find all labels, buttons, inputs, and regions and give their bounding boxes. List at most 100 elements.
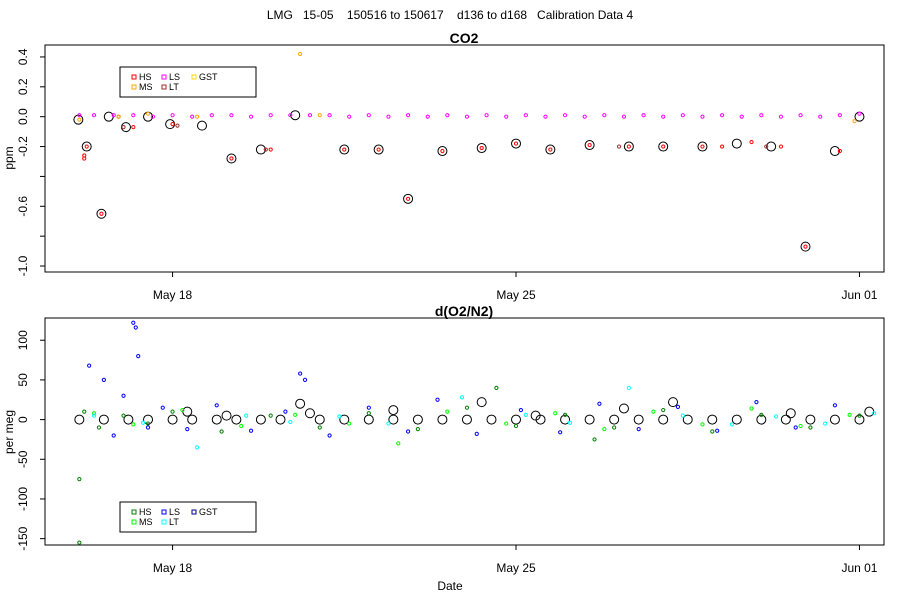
data-point [366, 405, 371, 410]
data-point [123, 414, 134, 425]
data-point [803, 244, 808, 249]
co2-panel: CO2 May 18 May 25 Jun 01 0.4 0.2 0.0 -0.2 -0.6 -… [2, 30, 885, 302]
y-tick-label: 0.2 [16, 78, 30, 95]
data-point [661, 407, 666, 413]
data-point [185, 427, 190, 432]
series-gst [73, 110, 865, 252]
y-tick-label: -0.2 [16, 136, 30, 157]
data-point [710, 429, 715, 434]
data-point [626, 385, 631, 390]
data-point [327, 433, 332, 438]
data-point [327, 113, 332, 118]
data-point [700, 144, 705, 149]
data-point [562, 113, 568, 118]
data-point [857, 413, 862, 418]
data-point [445, 409, 450, 414]
data-point [651, 409, 656, 414]
data-point [263, 147, 268, 152]
data-point [82, 156, 87, 161]
data-point [131, 125, 136, 130]
legend-label: MS [139, 82, 153, 92]
data-point [337, 414, 342, 419]
data-point [707, 414, 718, 425]
data-point [464, 405, 470, 410]
data-point [633, 414, 644, 425]
data-point [805, 414, 816, 425]
legend-label: GST [199, 72, 218, 82]
series-hs [77, 385, 862, 545]
x-tick-label: May 18 [153, 288, 193, 302]
data-point [700, 422, 705, 427]
data-point [103, 111, 114, 122]
data-point [120, 122, 131, 133]
data-point [437, 146, 448, 157]
data-point [145, 421, 151, 426]
data-point [197, 120, 208, 131]
y-tick-label: 100 [16, 330, 30, 350]
legend-marker [161, 84, 167, 90]
data-point [700, 114, 705, 119]
legend-marker [191, 509, 197, 515]
data-point [764, 144, 769, 149]
data-point [405, 196, 411, 201]
data-point [133, 325, 138, 330]
data-point [661, 144, 666, 149]
data-point [658, 141, 669, 152]
data-point [567, 420, 573, 425]
data-point [719, 113, 725, 118]
data-point [141, 420, 146, 425]
data-point [437, 414, 448, 425]
data-point [98, 414, 109, 425]
series-lt [91, 385, 877, 450]
data-point [440, 148, 445, 154]
legend-marker [161, 509, 167, 515]
data-point [283, 409, 288, 414]
data-point [187, 414, 198, 425]
data-point [77, 477, 82, 482]
data-point [785, 408, 796, 419]
data-point [121, 393, 126, 398]
data-point [543, 114, 548, 119]
data-point [145, 111, 151, 116]
data-point [479, 145, 484, 151]
data-point [211, 414, 222, 425]
data-point [494, 385, 499, 390]
data-point [131, 422, 136, 427]
y-tick-label: -50 [16, 450, 30, 468]
data-point [852, 119, 857, 124]
co2-axis-ticks: May 18 May 25 Jun 01 0.4 0.2 0.0 -0.2 -0.6 -1.0 [16, 48, 878, 302]
data-point [317, 425, 322, 430]
data-point [854, 111, 865, 122]
data-point [96, 425, 102, 430]
data-point [91, 413, 97, 418]
co2-panel-title: CO2 [450, 30, 479, 46]
data-point [641, 113, 646, 118]
data-point [558, 430, 563, 435]
o2n2-plot-frame [44, 317, 885, 546]
data-point [77, 117, 82, 122]
data-point [545, 144, 556, 155]
data-point [739, 114, 744, 119]
data-point [275, 414, 286, 425]
data-point [412, 414, 423, 425]
data-point [131, 320, 136, 325]
data-point [121, 125, 126, 130]
data-point [597, 401, 602, 406]
data-point [668, 397, 679, 408]
data-point [562, 412, 568, 417]
data-point [386, 114, 391, 119]
data-point [111, 113, 116, 118]
data-point [317, 113, 322, 118]
data-point [121, 413, 126, 418]
data-point [484, 113, 489, 118]
data-point [832, 403, 838, 408]
data-point [111, 433, 116, 438]
data-point [749, 406, 754, 411]
data-point [798, 113, 803, 118]
data-point [91, 411, 97, 416]
data-point [194, 445, 200, 450]
data-point [96, 208, 107, 219]
data-point [255, 414, 266, 425]
